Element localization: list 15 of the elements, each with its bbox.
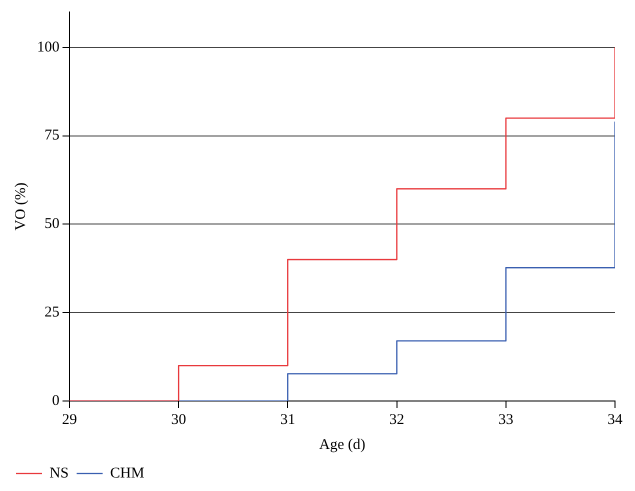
- y-tick-label: 25: [44, 304, 60, 321]
- y-tick-label: 75: [44, 128, 60, 144]
- x-tick-label: 34: [608, 412, 623, 428]
- x-tick-label: 30: [171, 412, 186, 428]
- y-tick-label: 100: [37, 39, 60, 56]
- x-tick-label: 33: [498, 412, 514, 428]
- x-axis-title: Age (d): [319, 436, 366, 453]
- legend-label: CHM: [110, 465, 144, 482]
- x-tick-label: 29: [62, 412, 77, 428]
- y-tick-label: 0: [52, 392, 60, 409]
- y-axis-title: VO (%): [12, 182, 29, 230]
- legend-label: NS: [50, 465, 69, 482]
- x-tick-label: 31: [280, 412, 296, 428]
- x-tick-label: 32: [389, 412, 404, 428]
- y-tick-label: 50: [44, 216, 60, 232]
